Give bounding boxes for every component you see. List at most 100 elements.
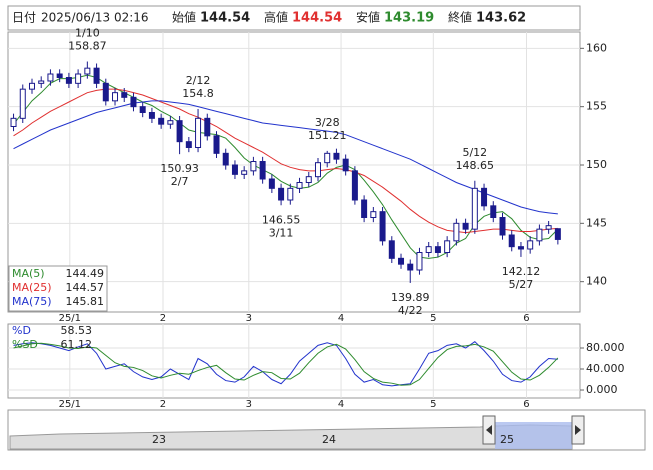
navigator-window[interactable] xyxy=(495,422,572,449)
candle-body xyxy=(398,257,405,265)
annotation-price: 146.55 xyxy=(262,213,301,226)
annotation-date: 3/28 xyxy=(315,116,340,129)
annotation-price: 158.87 xyxy=(68,40,107,53)
candle-body xyxy=(222,152,229,166)
candle-body xyxy=(10,117,17,128)
candle-body xyxy=(158,117,165,125)
legend-box xyxy=(8,265,108,312)
candle-body xyxy=(554,228,561,240)
candle-body xyxy=(296,182,303,189)
close-label: 終値 xyxy=(448,10,472,25)
x-tick-label: 5 xyxy=(430,399,436,410)
candle-body xyxy=(93,67,100,84)
candle-body xyxy=(47,73,54,82)
candle-body xyxy=(204,117,211,137)
candle-body xyxy=(250,161,257,172)
candle-body xyxy=(268,178,275,189)
legend-value: 58.53 xyxy=(61,324,93,337)
annotation-date: 5/27 xyxy=(509,278,534,291)
annotation-date: 3/11 xyxy=(269,226,294,239)
y-tick-label: 145 xyxy=(586,216,607,229)
navigator[interactable]: 23 24 25 xyxy=(7,409,646,451)
candle-body xyxy=(185,141,192,149)
candle-body xyxy=(342,158,349,172)
annotation-price: 150.93 xyxy=(160,162,199,175)
candle-body xyxy=(287,187,294,201)
candle-body xyxy=(416,252,423,271)
candle-body xyxy=(444,240,451,253)
x-tick-label: 6 xyxy=(523,313,529,324)
candle-body xyxy=(259,161,266,180)
annotation-price: 154.8 xyxy=(182,87,214,100)
x-tick-label: 25/1 xyxy=(59,313,81,324)
candle-body xyxy=(305,176,312,184)
legend-value: 144.49 xyxy=(66,267,105,280)
annotation-date: 5/12 xyxy=(462,146,487,159)
annotation-price: 148.65 xyxy=(456,159,495,172)
y-tick-label: 80.000 xyxy=(586,341,625,354)
annotation-date: 4/22 xyxy=(398,304,423,317)
annotation-price: 142.12 xyxy=(502,265,541,278)
high-label: 高値 xyxy=(264,10,288,25)
candle-body xyxy=(314,162,321,178)
series-line xyxy=(13,100,558,215)
candle-body xyxy=(241,170,248,175)
price-panel xyxy=(7,31,581,313)
candle-body xyxy=(75,73,82,84)
y-tick-label: 160 xyxy=(586,41,607,54)
x-tick-label: 3 xyxy=(246,313,252,324)
candle-body xyxy=(425,246,432,254)
candle-body xyxy=(453,222,460,242)
x-tick-label: 2 xyxy=(160,399,166,410)
y-tick-label: 150 xyxy=(586,158,607,171)
candle-body xyxy=(434,246,441,254)
candle-body xyxy=(351,170,358,201)
candle-body xyxy=(167,120,174,125)
candle-body xyxy=(490,205,497,218)
legend-label: %D xyxy=(12,324,31,337)
annotation-date: 2/12 xyxy=(186,74,211,87)
candle-body xyxy=(121,92,128,98)
candle-body xyxy=(112,92,119,102)
high-value: 144.54 xyxy=(292,11,342,26)
annotation-price: 151.21 xyxy=(308,129,347,142)
candle-body xyxy=(407,263,414,271)
annotation-price: 139.89 xyxy=(391,291,430,304)
datetime: 2025/06/13 02:16 xyxy=(41,11,149,25)
candle-body xyxy=(462,222,469,230)
x-tick-label: 2 xyxy=(160,313,166,324)
navigator-label: 23 xyxy=(152,433,166,446)
legend-value: 144.57 xyxy=(66,281,105,294)
legend-value: 145.81 xyxy=(66,295,105,308)
navigator-label: 24 xyxy=(322,433,336,446)
candle-body xyxy=(278,187,285,201)
candle-body xyxy=(84,67,91,75)
candle-body xyxy=(176,120,183,143)
x-tick-label: 3 xyxy=(246,399,252,410)
candle-body xyxy=(231,164,238,175)
series-line xyxy=(13,74,559,259)
candle-body xyxy=(19,88,26,119)
candle-body xyxy=(213,135,220,154)
y-tick-label: 155 xyxy=(586,100,607,113)
candle-body xyxy=(379,211,386,242)
candle-body xyxy=(130,96,137,108)
stoch-panel xyxy=(7,323,581,399)
x-tick-label: 5 xyxy=(430,313,436,324)
candle-body xyxy=(56,73,63,78)
x-tick-label: 4 xyxy=(338,399,344,410)
low-value: 143.19 xyxy=(384,11,434,26)
close-value: 143.62 xyxy=(476,11,526,26)
navigator-label: 25 xyxy=(500,433,514,446)
candle-body xyxy=(38,80,45,84)
candle-body xyxy=(139,106,146,113)
open-label: 始値 xyxy=(172,10,196,25)
candle-body xyxy=(471,187,478,230)
candle-body xyxy=(536,228,543,242)
date-label: 日付 xyxy=(12,11,36,25)
header-bar xyxy=(7,5,581,31)
x-tick-label: 4 xyxy=(338,313,344,324)
y-tick-label: 0.000 xyxy=(586,383,618,396)
legend-label: MA(25) xyxy=(12,281,52,294)
